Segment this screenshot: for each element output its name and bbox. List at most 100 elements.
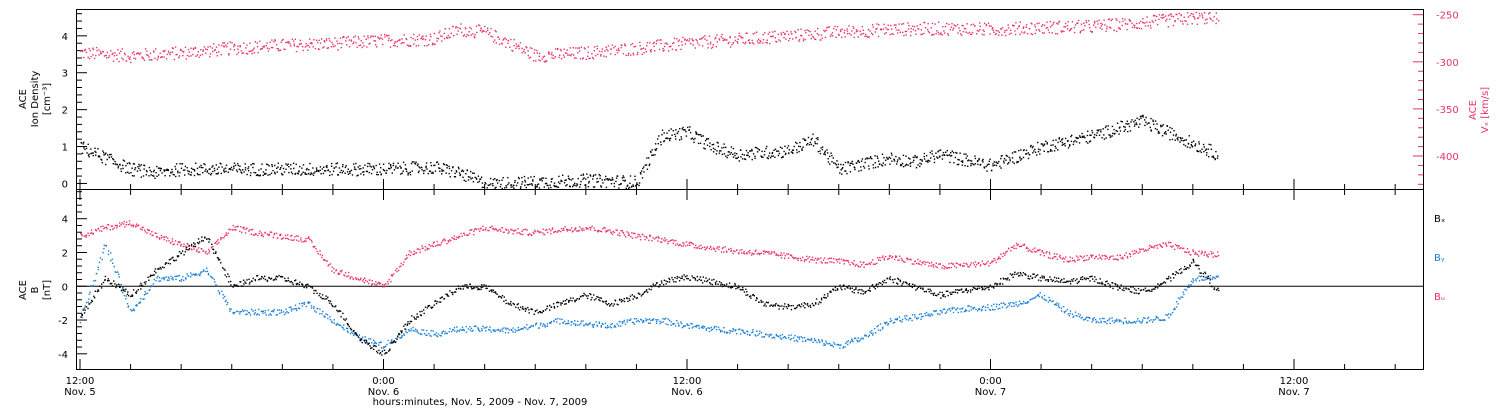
by-point bbox=[258, 308, 260, 311]
bz-point bbox=[823, 257, 826, 259]
density-point bbox=[84, 148, 86, 151]
density-point bbox=[388, 162, 390, 165]
vx-point bbox=[846, 30, 849, 32]
vx-point bbox=[1169, 18, 1171, 21]
by-point bbox=[331, 321, 333, 324]
density-point bbox=[788, 152, 790, 154]
bz-point bbox=[1153, 245, 1156, 247]
density-point bbox=[592, 175, 594, 178]
density-point bbox=[1207, 148, 1209, 150]
vx-point bbox=[209, 45, 212, 48]
by-point bbox=[789, 338, 791, 341]
density-point bbox=[716, 150, 718, 152]
vx-point bbox=[548, 53, 550, 55]
density-point bbox=[933, 161, 936, 164]
vx-point bbox=[1051, 32, 1053, 34]
density-point bbox=[638, 182, 641, 184]
vx-point bbox=[884, 33, 886, 35]
by-point bbox=[920, 318, 922, 320]
vx-point bbox=[546, 60, 548, 62]
density-point bbox=[674, 133, 676, 136]
vx-point bbox=[507, 42, 509, 45]
vx-point bbox=[652, 42, 654, 45]
vx-point bbox=[632, 52, 634, 54]
top-ylabel-line3: [cm⁻³] bbox=[42, 83, 53, 115]
bz-point bbox=[750, 254, 753, 256]
density-point bbox=[557, 186, 560, 188]
density-point bbox=[709, 142, 711, 144]
by-point bbox=[505, 328, 507, 330]
vx-point bbox=[314, 47, 317, 50]
density-point bbox=[190, 174, 192, 176]
bz-point bbox=[387, 280, 389, 283]
bz-point bbox=[259, 230, 261, 232]
bz-point bbox=[280, 233, 282, 235]
bz-point bbox=[97, 227, 100, 230]
by-point bbox=[585, 323, 587, 325]
by-point bbox=[294, 304, 297, 306]
density-point bbox=[629, 182, 631, 184]
density-point bbox=[1172, 134, 1175, 136]
by-point bbox=[257, 313, 259, 315]
by-point bbox=[816, 341, 818, 344]
bz-point bbox=[171, 238, 174, 240]
density-point bbox=[1139, 123, 1141, 125]
by-point bbox=[494, 330, 496, 333]
density-point bbox=[692, 138, 695, 141]
vx-point bbox=[223, 42, 225, 44]
vx-point bbox=[83, 56, 85, 59]
by-point bbox=[112, 262, 114, 264]
bz-point bbox=[999, 257, 1001, 260]
density-point bbox=[817, 137, 819, 139]
density-point bbox=[342, 164, 344, 166]
bz-point bbox=[751, 252, 753, 254]
density-point bbox=[597, 181, 599, 183]
vx-point bbox=[938, 33, 940, 35]
density-point bbox=[370, 166, 373, 168]
vx-point bbox=[99, 50, 102, 53]
vx-point bbox=[538, 59, 540, 61]
by-point bbox=[792, 337, 795, 339]
vx-point bbox=[666, 43, 669, 45]
by-point bbox=[535, 323, 537, 325]
density-point bbox=[751, 148, 753, 151]
density-point bbox=[741, 158, 744, 160]
vx-point bbox=[610, 48, 612, 50]
by-point bbox=[781, 333, 783, 336]
density-point bbox=[1134, 119, 1136, 122]
vx-point bbox=[273, 41, 275, 43]
vx-point bbox=[696, 40, 698, 42]
by-point bbox=[303, 301, 306, 304]
bz-point bbox=[235, 229, 237, 231]
bz-point bbox=[508, 231, 510, 233]
density-point bbox=[1034, 148, 1036, 151]
bz-point bbox=[319, 253, 321, 256]
density-point bbox=[785, 152, 787, 155]
by-point bbox=[473, 325, 476, 327]
density-point bbox=[501, 187, 503, 190]
top-right-ylabel-line1: ACE bbox=[1468, 100, 1479, 120]
density-point bbox=[902, 154, 905, 157]
density-point bbox=[820, 147, 822, 149]
density-point bbox=[1039, 153, 1041, 155]
bz-point bbox=[985, 262, 988, 264]
bz-point bbox=[713, 248, 716, 251]
vx-point bbox=[155, 48, 157, 50]
vx-point bbox=[707, 43, 709, 45]
bz-point bbox=[900, 257, 902, 260]
bz-point bbox=[542, 228, 544, 230]
density-point bbox=[1113, 128, 1115, 131]
by-point bbox=[504, 332, 507, 334]
by-point bbox=[790, 334, 792, 336]
vx-point bbox=[325, 39, 328, 42]
bz-point bbox=[894, 256, 897, 258]
by-point bbox=[260, 310, 262, 313]
bz-point bbox=[1185, 251, 1188, 254]
density-point bbox=[661, 129, 664, 131]
density-point bbox=[1091, 129, 1093, 132]
bz-point bbox=[163, 238, 165, 241]
bz-point bbox=[935, 262, 937, 264]
by-point bbox=[343, 324, 345, 326]
by-point bbox=[652, 318, 655, 320]
vx-point bbox=[123, 52, 126, 54]
